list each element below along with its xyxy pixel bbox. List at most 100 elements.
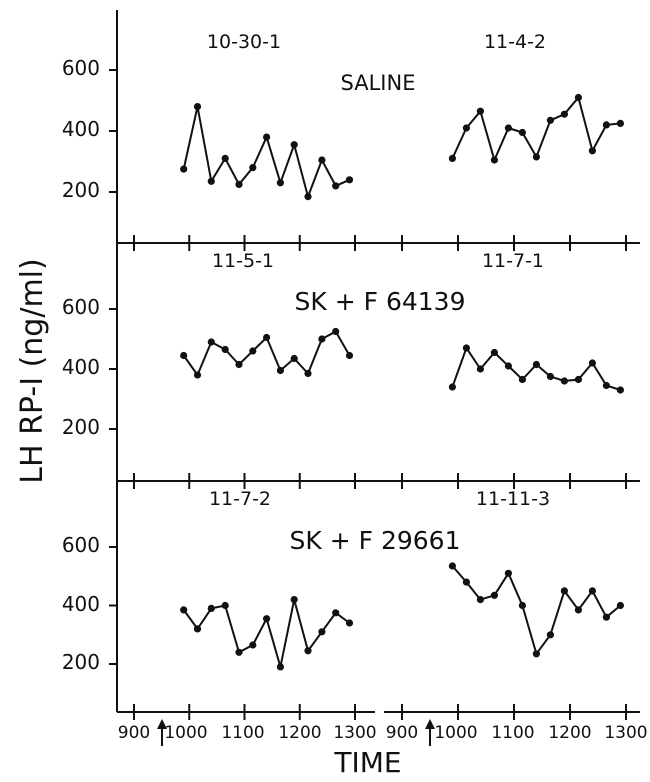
data-point — [546, 372, 555, 381]
data-point — [560, 377, 569, 385]
panel-title: 11-7-1 — [482, 250, 544, 272]
data-point — [345, 619, 354, 627]
data-point — [462, 124, 470, 132]
data-point — [193, 625, 202, 633]
data-point — [616, 601, 625, 610]
x-tick-label: 1200 — [278, 723, 321, 743]
panel-title: 11-5-1 — [212, 250, 274, 272]
data-point — [518, 128, 527, 137]
x-tick-label: 1300 — [333, 723, 376, 743]
data-point — [518, 375, 527, 384]
data-point — [574, 93, 583, 102]
tick-marks — [109, 69, 627, 720]
x-tick-label: 1000 — [434, 723, 477, 743]
data-point — [476, 596, 484, 604]
series-layer — [180, 93, 625, 671]
data-point — [504, 362, 512, 370]
data-point — [193, 103, 202, 111]
treatment-label-skf29661: SK + F 29661 — [290, 526, 461, 555]
data-point — [249, 347, 257, 355]
data-point — [332, 182, 340, 190]
data-point — [476, 365, 484, 373]
data-point — [318, 628, 326, 636]
data-point — [332, 327, 340, 336]
data-point — [263, 333, 271, 342]
data-point — [318, 156, 326, 164]
y-tick-label: 200 — [62, 415, 100, 439]
data-point — [180, 606, 188, 614]
data-point — [345, 351, 354, 360]
data-point — [276, 663, 284, 671]
data-point — [207, 177, 215, 185]
data-point — [574, 375, 583, 384]
axes-frame — [116, 10, 640, 713]
data-point — [221, 154, 229, 162]
data-point — [490, 348, 498, 357]
injection-arrow — [157, 719, 167, 746]
data-point — [602, 613, 611, 621]
data-point — [290, 354, 298, 363]
y-tick-label: 200 — [62, 650, 100, 674]
data-point — [180, 165, 188, 173]
x-tick-label: 900 — [386, 723, 418, 743]
data-point — [588, 587, 597, 595]
data-point — [290, 596, 298, 604]
data-point — [180, 351, 188, 360]
data-point — [304, 193, 312, 201]
data-point — [221, 601, 229, 610]
y-tick-label: 600 — [62, 533, 100, 557]
data-point — [532, 153, 541, 161]
data-point — [249, 164, 257, 172]
y-tick-label: 400 — [62, 117, 100, 141]
data-point — [588, 359, 597, 367]
data-point — [235, 360, 243, 369]
data-point — [588, 147, 597, 155]
data-point — [490, 591, 498, 599]
data-point — [490, 156, 498, 164]
data-point — [345, 176, 354, 184]
data-point — [332, 609, 340, 617]
data-point — [207, 604, 215, 613]
data-point — [263, 615, 271, 623]
x-tick-label: 1100 — [221, 723, 264, 743]
data-point — [221, 345, 229, 354]
data-point — [318, 335, 326, 343]
panel-title: 10-30-1 — [207, 31, 281, 53]
data-point — [560, 587, 569, 595]
data-point — [193, 371, 202, 379]
y-axis-title: LH RP-I (ng/ml) — [15, 258, 50, 483]
data-point — [476, 107, 484, 115]
data-point — [602, 121, 611, 129]
data-point — [532, 650, 541, 658]
data-point — [616, 119, 625, 127]
panel-title: 11-7-2 — [209, 488, 271, 510]
data-point — [263, 133, 271, 141]
data-point — [602, 381, 611, 390]
data-point — [616, 386, 625, 394]
panel-title: 11-4-2 — [484, 31, 546, 53]
data-point — [448, 154, 456, 162]
data-point — [546, 631, 555, 639]
panel-title: 11-11-3 — [476, 488, 550, 510]
data-point — [560, 110, 569, 118]
data-point — [304, 647, 312, 655]
data-point — [290, 141, 298, 149]
data-point — [532, 360, 541, 369]
y-tick-label: 400 — [62, 592, 100, 616]
y-tick-label: 600 — [62, 295, 100, 319]
data-point — [462, 578, 470, 586]
data-point — [448, 383, 456, 391]
data-point — [574, 606, 583, 614]
x-axis-title: TIME — [333, 746, 401, 779]
data-point — [276, 179, 284, 187]
x-tick-label: 1000 — [164, 723, 207, 743]
data-point — [518, 601, 527, 610]
x-tick-label: 1100 — [491, 723, 534, 743]
injection-arrow — [425, 719, 435, 746]
data-point — [546, 116, 555, 124]
data-point — [504, 124, 512, 132]
data-point — [207, 338, 215, 346]
data-point — [276, 366, 284, 375]
y-tick-label: 600 — [62, 56, 100, 80]
